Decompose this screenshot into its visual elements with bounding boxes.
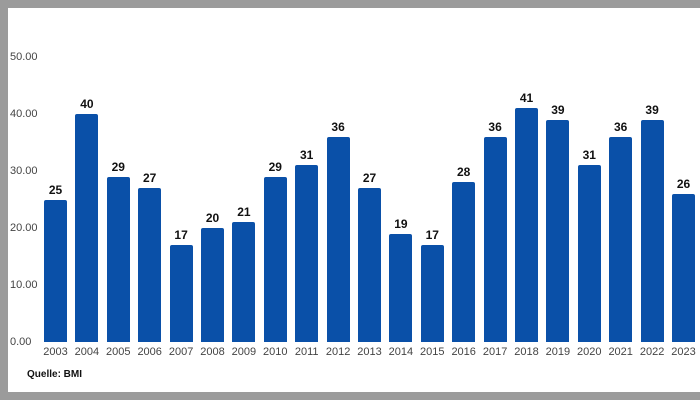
value-label: 29 bbox=[268, 159, 282, 174]
x-tick-label: 2020 bbox=[577, 346, 602, 358]
source-note: Quelle: BMI bbox=[27, 369, 83, 380]
bar-2004 bbox=[75, 114, 99, 342]
bar-2020 bbox=[577, 165, 601, 342]
x-tick-label: 2006 bbox=[137, 346, 162, 358]
y-tick-label: 10.00 bbox=[10, 279, 38, 291]
value-label: 17 bbox=[425, 228, 439, 243]
x-tick-label: 2015 bbox=[420, 346, 445, 358]
bar-2023 bbox=[672, 193, 695, 342]
value-label: 28 bbox=[457, 165, 471, 180]
y-tick-label: 30.00 bbox=[10, 165, 38, 177]
x-tick-label: 2007 bbox=[168, 346, 194, 358]
bar-2005 bbox=[106, 176, 130, 342]
bar-2011 bbox=[295, 165, 319, 342]
bar-2008 bbox=[201, 228, 224, 342]
bar-2017 bbox=[483, 136, 507, 342]
value-label: 36 bbox=[614, 119, 628, 134]
bar-2014 bbox=[389, 233, 413, 342]
y-tick-label: 40.00 bbox=[10, 108, 38, 120]
value-label: 17 bbox=[174, 228, 188, 243]
x-tick-label: 2022 bbox=[639, 346, 665, 358]
bar-2010 bbox=[263, 176, 287, 342]
x-tick-label: 2018 bbox=[514, 346, 539, 358]
bar-2003 bbox=[44, 199, 67, 342]
value-label: 20 bbox=[205, 211, 220, 225]
bar-2007 bbox=[169, 245, 193, 342]
value-label: 31 bbox=[300, 148, 314, 163]
value-label: 27 bbox=[143, 171, 157, 186]
bar-2012 bbox=[326, 136, 350, 342]
bar-2013 bbox=[358, 188, 381, 342]
bar-2021 bbox=[609, 136, 633, 342]
x-tick-label: 2016 bbox=[451, 346, 476, 358]
bar-2009 bbox=[232, 222, 256, 342]
x-tick-label: 2008 bbox=[200, 346, 225, 358]
bar-2022 bbox=[640, 119, 664, 342]
value-label: 19 bbox=[394, 216, 408, 231]
x-tick-label: 2004 bbox=[74, 346, 100, 358]
x-tick-label: 2012 bbox=[325, 346, 351, 358]
x-tick-label: 2017 bbox=[482, 346, 508, 358]
y-tick-label: 0.00 bbox=[10, 336, 32, 348]
value-label: 25 bbox=[48, 182, 63, 197]
x-tick-label: 2009 bbox=[231, 346, 257, 358]
x-tick-label: 2014 bbox=[388, 346, 414, 358]
y-tick-label: 50.00 bbox=[10, 51, 38, 63]
x-tick-label: 2003 bbox=[43, 346, 68, 358]
value-label: 31 bbox=[582, 148, 596, 163]
x-tick-label: 2019 bbox=[545, 346, 571, 358]
value-label: 26 bbox=[676, 176, 691, 191]
bar-2015 bbox=[420, 245, 444, 342]
value-label: 41 bbox=[519, 91, 534, 106]
bar-2018 bbox=[515, 108, 538, 342]
value-label: 40 bbox=[80, 97, 94, 111]
bar-2006 bbox=[138, 188, 162, 342]
y-tick-label: 20.00 bbox=[10, 222, 38, 234]
x-tick-label: 2021 bbox=[608, 346, 633, 358]
x-tick-label: 2010 bbox=[263, 346, 288, 358]
value-label: 39 bbox=[645, 102, 659, 117]
value-label: 29 bbox=[111, 159, 125, 174]
value-label: 27 bbox=[362, 171, 377, 186]
value-label: 39 bbox=[551, 102, 565, 117]
value-label: 21 bbox=[237, 205, 251, 220]
x-tick-label: 2011 bbox=[294, 346, 319, 358]
value-label: 36 bbox=[488, 119, 502, 134]
bar-2019 bbox=[546, 119, 570, 342]
bar-2016 bbox=[452, 182, 476, 342]
x-tick-label: 2013 bbox=[357, 346, 382, 358]
x-tick-label: 2005 bbox=[106, 346, 131, 358]
x-tick-label: 2023 bbox=[671, 346, 696, 358]
value-label: 36 bbox=[331, 119, 345, 134]
